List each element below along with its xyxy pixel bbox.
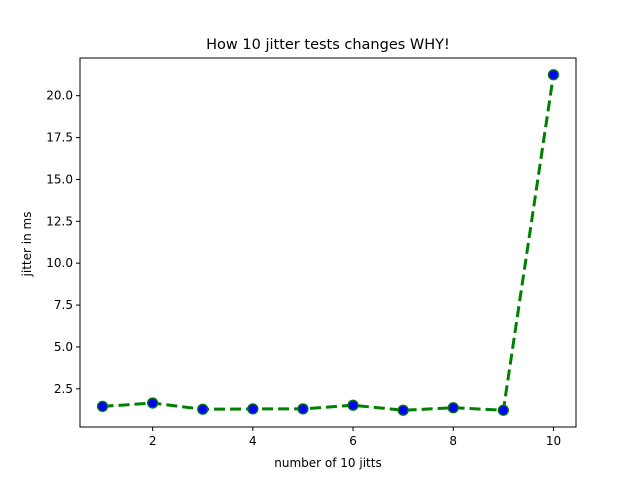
x-tick-label: 8 bbox=[449, 434, 457, 448]
data-point bbox=[347, 399, 359, 411]
data-point bbox=[497, 404, 510, 416]
data-point bbox=[547, 69, 560, 81]
x-tick-label: 4 bbox=[249, 434, 257, 448]
x-tick-label: 6 bbox=[349, 434, 357, 448]
plot-frame bbox=[79, 57, 577, 428]
y-tick-label: 15.0 bbox=[46, 172, 73, 186]
data-point bbox=[447, 402, 459, 414]
data-point bbox=[96, 400, 109, 413]
y-axis-label: jitter in ms bbox=[20, 212, 34, 278]
data-point bbox=[297, 403, 309, 415]
series-line bbox=[102, 74, 555, 412]
data-point bbox=[197, 403, 209, 415]
x-axis-label: number of 10 jitts bbox=[274, 456, 381, 470]
y-tick-label: 20.0 bbox=[46, 89, 73, 103]
chart-title: How 10 jitter tests changes WHY! bbox=[206, 37, 450, 53]
x-tick-label: 10 bbox=[546, 434, 561, 448]
data-point bbox=[397, 404, 409, 416]
data-point bbox=[146, 397, 159, 409]
y-tick-label: 7.5 bbox=[54, 298, 73, 312]
y-tick-label: 2.5 bbox=[54, 382, 73, 396]
x-tick-label: 2 bbox=[149, 434, 157, 448]
y-tick-label: 17.5 bbox=[46, 131, 73, 145]
x-axis: 2 4 6 8 10 bbox=[149, 427, 561, 448]
plot-area bbox=[96, 69, 560, 416]
y-tick-label: 5.0 bbox=[54, 340, 73, 354]
y-tick-label: 12.5 bbox=[46, 214, 73, 228]
y-axis: 2.5 5.0 7.5 10.0 12.5 15.0 17.5 20.0 bbox=[46, 89, 80, 396]
data-point bbox=[247, 403, 259, 415]
y-tick-label: 10.0 bbox=[46, 256, 73, 270]
